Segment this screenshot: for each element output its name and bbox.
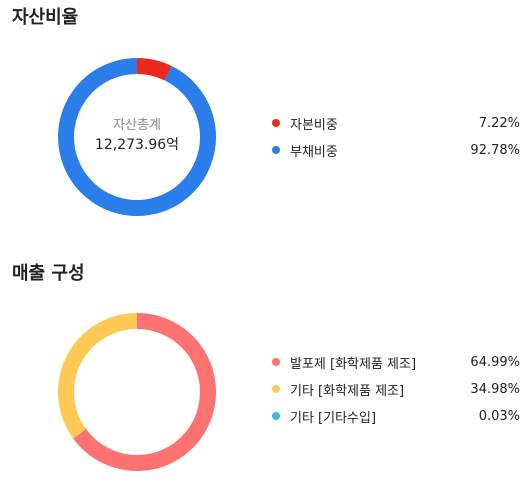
sales-composition-legend-label: 기타 [기타수입] (290, 410, 377, 426)
asset-ratio-legend-item: 부채비중 92.78% (272, 140, 520, 160)
asset-ratio-legend-value: 92.78% (470, 142, 520, 158)
sales-composition-legend-swatch (272, 385, 280, 393)
sales-composition-legend-swatch (272, 358, 280, 366)
asset-ratio-legend-value: 7.22% (478, 115, 520, 131)
sales-composition-legend-swatch (272, 412, 280, 420)
asset-ratio-legend-swatch (272, 146, 280, 154)
sales-composition-title: 매출 구성 (12, 263, 85, 284)
sales-composition-donut-chart (58, 313, 216, 471)
sales-composition-legend-item: 기타 [기타수입] 0.03% (272, 406, 520, 426)
sales-composition-legend-label: 발포제 [화학제품 제조] (290, 356, 417, 372)
asset-ratio-slice-2 (58, 58, 216, 216)
sales-composition-legend-value: 34.98% (470, 381, 520, 397)
asset-ratio-legend-item: 자본비중 7.22% (272, 113, 520, 133)
asset-ratio-legend-label: 부채비중 (290, 144, 338, 160)
sales-composition-legend-item: 발포제 [화학제품 제조] 64.99% (272, 352, 520, 372)
sales-composition-legend-item: 기타 [화학제품 제조] 34.98% (272, 379, 520, 399)
asset-ratio-donut-chart (58, 58, 216, 216)
sales-composition-legend-value: 64.99% (470, 354, 520, 370)
asset-ratio-slice-1 (136, 58, 172, 81)
sales-composition-legend-value: 0.03% (478, 408, 520, 424)
sales-composition-slice-2 (58, 313, 138, 439)
asset-ratio-title: 자산비율 (12, 7, 79, 28)
sales-composition-slice-1 (73, 313, 216, 471)
asset-ratio-legend-swatch (272, 119, 280, 127)
sales-composition-legend-label: 기타 [화학제품 제조] (290, 383, 405, 399)
asset-ratio-legend-label: 자본비중 (290, 117, 338, 133)
